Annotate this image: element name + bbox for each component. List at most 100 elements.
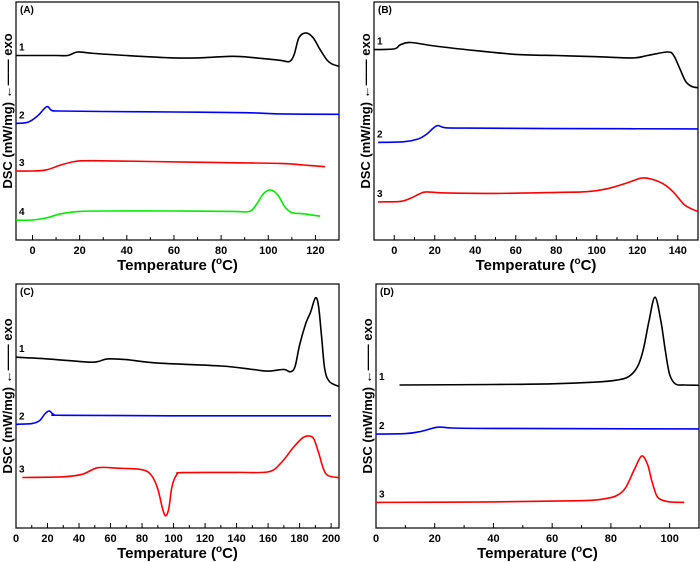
x-tick-label: 120 — [306, 245, 324, 257]
x-tick-label: 60 — [510, 245, 522, 257]
exo-label: exo — [0, 318, 15, 344]
curve-4 — [15, 189, 321, 222]
curve-3 — [15, 159, 325, 172]
y-axis-label-text: DSC (mW/mg) — [0, 98, 15, 188]
curve-1 — [373, 41, 699, 89]
plot-frame — [373, 1, 699, 241]
degree-superscript: o — [216, 256, 222, 267]
x-tick-label: 80 — [136, 533, 148, 545]
x-tick-label: 120 — [196, 533, 214, 545]
curve-3 — [22, 435, 340, 517]
x-tick-label: 40 — [469, 245, 481, 257]
exo-label: exo — [0, 33, 15, 59]
exo-label: exo — [358, 33, 373, 59]
y-axis-label: DSC (mW/mg) ←—— exo — [0, 33, 15, 188]
curve-label-1: 1 — [379, 372, 385, 383]
curve-3 — [375, 455, 685, 504]
exo-arrow-icon: ←—— — [358, 59, 373, 98]
x-tick-label: 40 — [121, 245, 133, 257]
x-tick-label: 80 — [605, 533, 617, 545]
x-tick-label: 0 — [13, 533, 19, 545]
x-tick-label: 100 — [660, 533, 678, 545]
x-tick-label: 20 — [74, 245, 86, 257]
x-tick-label: 40 — [73, 533, 85, 545]
panel-c: 0 20 40 60 80 100 120 140 160 180 200 Temperature (… — [0, 283, 340, 562]
y-axis-label-text: DSC (mW/mg) — [0, 383, 15, 473]
x-tick-label: 20 — [429, 245, 441, 257]
curve-2 — [15, 410, 332, 426]
degree-superscript: o — [576, 544, 582, 555]
panel-label: (C) — [20, 287, 34, 298]
curve-2 — [378, 124, 699, 144]
y-axis-label: DSC (mW/mg) ←—— exo — [360, 318, 375, 473]
panel-label: (A) — [20, 5, 34, 16]
plot-frame — [375, 283, 700, 529]
x-tick-label: 80 — [215, 245, 227, 257]
x-tick-label: 0 — [29, 245, 35, 257]
curve-label-3: 3 — [379, 489, 385, 500]
y-axis-label-text: DSC (mW/mg) — [358, 98, 373, 188]
x-axis-label-unit: C) — [222, 545, 238, 562]
x-axis-label-text: Temperature ( — [117, 257, 216, 274]
x-tick-label: 0 — [391, 245, 397, 257]
x-tick-label: 80 — [550, 245, 562, 257]
y-axis-label: DSC (mW/mg) ←—— exo — [358, 33, 373, 188]
x-axis-label: Temperature (oC) — [117, 544, 238, 562]
curve-label-3: 3 — [377, 189, 383, 200]
curve-1 — [16, 32, 340, 68]
curve-label-3: 3 — [19, 464, 25, 475]
curve-1 — [15, 296, 340, 388]
x-tick-label: 100 — [588, 245, 606, 257]
curve-3 — [378, 177, 699, 213]
curve-label-1: 1 — [19, 344, 25, 355]
x-tick-label: 140 — [227, 533, 245, 545]
x-axis-label-unit: C) — [222, 257, 238, 274]
curve-label-2: 2 — [19, 110, 25, 121]
plot-frame — [15, 1, 340, 241]
y-axis-label-text: DSC (mW/mg) — [360, 383, 375, 473]
x-axis-label-text: Temperature ( — [117, 545, 216, 562]
panel-d: 0 20 40 60 80 100 Temperature (oC) DSC (mW/mg) … — [360, 283, 700, 562]
panel-a: 0 20 40 60 80 100 120 Temperature (oC) DSC (mW/m… — [0, 1, 340, 274]
panel-b: 0 20 40 60 80 100 120 140 Temperature (oC) DSC (m… — [358, 1, 699, 274]
exo-arrow-icon: ←—— — [360, 344, 375, 383]
x-tick-label: 60 — [104, 533, 116, 545]
x-tick-label: 40 — [487, 533, 499, 545]
panel-label: (B) — [378, 5, 392, 16]
curve-label-1: 1 — [19, 43, 25, 54]
x-tick-label: 200 — [322, 533, 340, 545]
plot-frame — [15, 283, 340, 529]
x-tick-label: 20 — [429, 533, 441, 545]
x-tick-label: 60 — [168, 245, 180, 257]
exo-label: exo — [360, 318, 375, 344]
x-tick-label: 160 — [259, 533, 277, 545]
curve-label-2: 2 — [379, 421, 385, 432]
x-axis-label: Temperature (oC) — [477, 544, 598, 562]
curve-label-4: 4 — [19, 207, 25, 218]
exo-arrow-icon: ←—— — [0, 59, 15, 98]
degree-superscript: o — [216, 544, 222, 555]
y-axis-label: DSC (mW/mg) ←—— exo — [0, 318, 15, 473]
x-tick-label: 20 — [41, 533, 53, 545]
curve-label-3: 3 — [19, 158, 25, 169]
curve-2 — [375, 426, 700, 435]
panel-label: (D) — [380, 287, 394, 298]
curve-1 — [399, 296, 700, 387]
degree-superscript: o — [574, 256, 580, 267]
x-tick-label: 100 — [259, 245, 277, 257]
curve-2 — [15, 105, 340, 125]
curve-label-1: 1 — [377, 37, 383, 48]
x-axis-label-unit: C) — [582, 545, 598, 562]
x-axis-label: Temperature (oC) — [117, 256, 238, 274]
x-tick-label: 180 — [290, 533, 308, 545]
x-tick-label: 100 — [164, 533, 182, 545]
x-axis-label-text: Temperature ( — [476, 257, 575, 274]
x-axis-label-text: Temperature ( — [477, 545, 576, 562]
x-tick-label: 60 — [546, 533, 558, 545]
x-tick-label: 120 — [628, 245, 646, 257]
x-axis-label-unit: C) — [581, 257, 597, 274]
x-tick-label: 0 — [373, 533, 379, 545]
curve-label-2: 2 — [19, 411, 25, 422]
x-tick-label: 140 — [669, 245, 687, 257]
